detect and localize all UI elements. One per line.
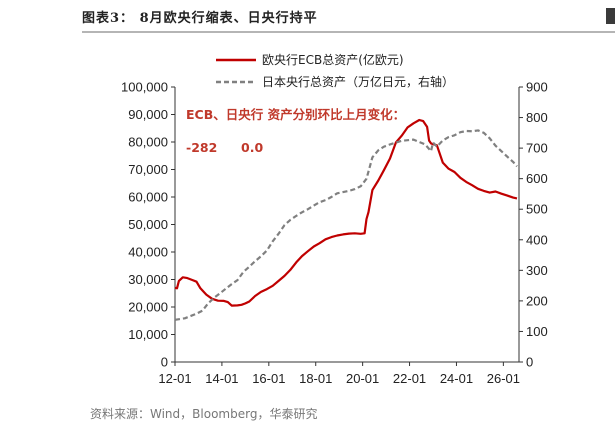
source-note: 资料来源：Wind，Bloomberg，华泰研究 <box>90 407 318 421</box>
x-tick-label: 22-01 <box>393 371 426 386</box>
y-right-tick-label: 900 <box>526 80 548 95</box>
figure-title: 图表3： 8月欧央行缩表、日央行持平 <box>82 11 318 26</box>
y-left-tick-label: 80,000 <box>128 135 168 150</box>
y-right-tick-label: 800 <box>526 110 548 125</box>
title-divider <box>82 31 615 33</box>
x-tick-label: 20-01 <box>346 371 379 386</box>
y-right-tick-label: 200 <box>526 293 548 308</box>
chart-annotation: ECB、日央行 资产分别环比上月变化： -282 0.0 <box>186 107 405 155</box>
y-left-tick-label: 50,000 <box>128 217 168 232</box>
y-left-tick-label: 40,000 <box>128 245 168 260</box>
x-tick-label: 18-01 <box>299 371 332 386</box>
x-tick-label: 16-01 <box>252 371 285 386</box>
page-edge-mark <box>606 8 615 24</box>
y-left-tick-label: 60,000 <box>128 190 168 205</box>
y-left-tick-label: 30,000 <box>128 272 168 287</box>
series-line-ecb <box>174 118 518 307</box>
chart-axes: 0 10,000 20,000 30,000 40,000 50,000 60,000 70,… <box>121 80 548 387</box>
y-right-tick-label: 500 <box>526 202 548 217</box>
x-tick-label: 24-01 <box>440 371 473 386</box>
series-layer <box>174 118 518 321</box>
chart-legend: 欧央行ECB总资产(亿欧元) 日本央行总资产（万亿日元，右轴） <box>216 52 454 89</box>
y-left-tick-label: 90,000 <box>128 107 168 122</box>
y-right-tick-label: 600 <box>526 171 548 186</box>
legend-label-boj: 日本央行总资产（万亿日元，右轴） <box>262 74 454 89</box>
legend-label-ecb: 欧央行ECB总资产(亿欧元) <box>262 52 404 67</box>
x-tick-label: 12-01 <box>158 371 191 386</box>
annotation-value-ecb: -282 <box>186 140 217 155</box>
x-tick-label: 26-01 <box>487 371 520 386</box>
annotation-value-boj: 0.0 <box>241 140 263 155</box>
y-left-tick-label: 70,000 <box>128 162 168 177</box>
y-right-tick-label: 700 <box>526 141 548 156</box>
annotation-heading: ECB、日央行 资产分别环比上月变化： <box>186 107 405 122</box>
y-right-tick-label: 0 <box>526 355 533 370</box>
y-right-tick-label: 100 <box>526 324 548 339</box>
y-left-tick-label: 10,000 <box>128 327 168 342</box>
x-tick-label: 14-01 <box>205 371 238 386</box>
series-line-boj <box>174 129 518 321</box>
y-right-tick-label: 400 <box>526 232 548 247</box>
y-right-tick-label: 300 <box>526 263 548 278</box>
y-left-tick-label: 0 <box>161 355 168 370</box>
y-left-tick-label: 20,000 <box>128 300 168 315</box>
y-left-tick-label: 100,000 <box>121 80 168 95</box>
